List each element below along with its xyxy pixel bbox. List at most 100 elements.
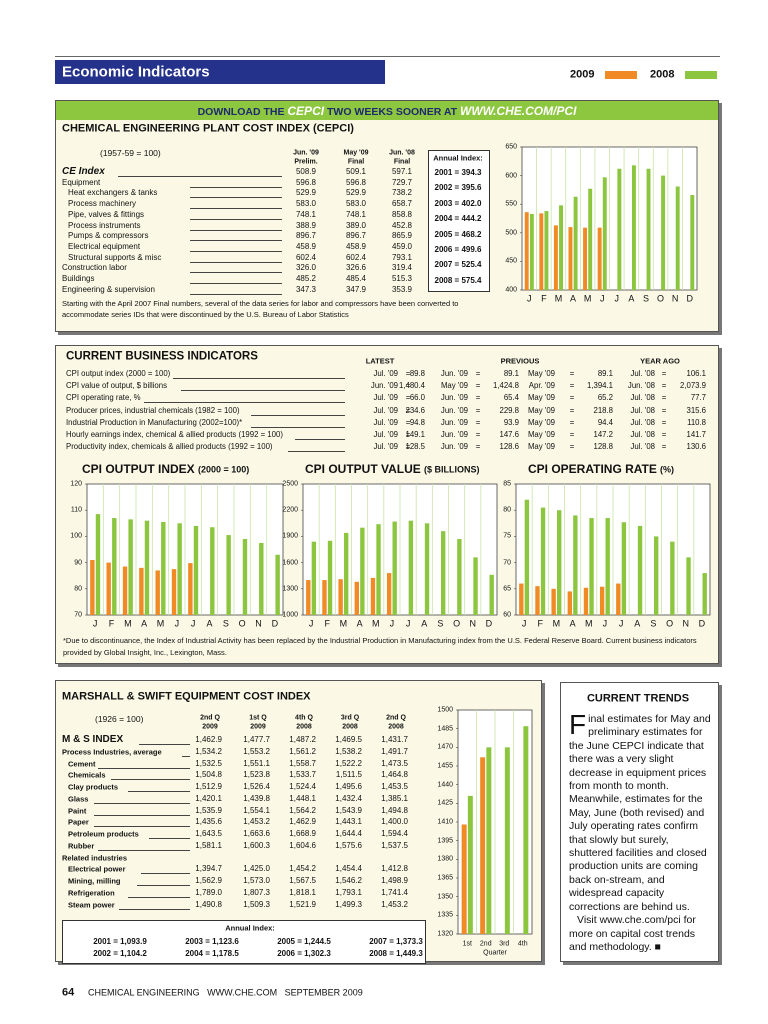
bar	[139, 567, 144, 615]
leader-line	[190, 197, 282, 199]
cell: 1,439.8	[243, 793, 270, 803]
bar	[467, 795, 473, 934]
leader-line	[251, 414, 345, 416]
annual-title: Annual Index:	[433, 153, 483, 163]
bar	[654, 536, 659, 615]
bar	[573, 196, 578, 290]
cell: 602.4	[295, 252, 317, 262]
y-tick-label: 70	[503, 559, 511, 567]
cell: 1,537.5	[381, 840, 408, 850]
cell: 858.8	[391, 209, 413, 219]
y-tick-label: 90	[74, 559, 82, 567]
cell-date: May '09	[527, 417, 555, 427]
row-label: Rubber	[68, 841, 95, 850]
y-tick-label: 2200	[282, 506, 298, 514]
column-header: Jun. '09	[293, 149, 319, 157]
cell-value: 229.8	[499, 405, 519, 415]
cell: 1,523.8	[243, 770, 270, 780]
cell-date: Jun. '08	[627, 381, 655, 391]
trends-title: CURRENT TRENDS	[586, 692, 690, 705]
cell: 1,522.2	[335, 758, 362, 768]
y-tick-label: 65	[503, 585, 511, 593]
banner-part[interactable]: WWW.CHE.COM/PCI	[460, 104, 577, 118]
column-header: Final	[347, 158, 365, 166]
cell-date: Jul. '08	[630, 417, 655, 427]
cell: 458.9	[345, 241, 367, 251]
leader-line	[190, 250, 282, 252]
row-label: Pumps & compressors	[68, 231, 149, 241]
cell: 459.0	[391, 241, 413, 251]
cell: 1,567.5	[289, 876, 316, 885]
cell: 1,454.4	[335, 864, 362, 874]
equals: =	[405, 405, 411, 415]
x-tick-label: A	[634, 618, 641, 629]
leader-line	[97, 849, 190, 851]
bar	[599, 586, 605, 615]
leader-line	[149, 838, 190, 839]
bar	[540, 507, 546, 615]
banner	[56, 101, 718, 120]
cell: 452.8	[391, 220, 413, 230]
annual-entry: 2004 = 444.2	[434, 214, 482, 224]
cell: 1,490.8	[195, 899, 222, 909]
cell: 1,564.2	[289, 805, 316, 815]
bar	[344, 532, 349, 615]
leader-line	[190, 218, 282, 220]
leader-line	[93, 814, 190, 816]
row-label: Engineering & supervision	[62, 284, 155, 294]
cell-value: 66.0	[409, 393, 425, 403]
leader-line	[190, 293, 282, 295]
x-tick-label: J	[602, 618, 608, 629]
equals: =	[661, 430, 667, 440]
banner-part: CEPCI	[287, 104, 325, 118]
row-label: Paint	[68, 805, 87, 815]
leader-line	[295, 439, 345, 440]
bar	[311, 541, 317, 615]
row-label: Process machinery	[68, 199, 137, 209]
y-tick-label: 1395	[437, 837, 453, 845]
bar	[670, 541, 675, 615]
bar	[441, 531, 446, 615]
cell: 1,448.1	[289, 793, 316, 803]
legend-swatch	[685, 71, 717, 79]
bar	[535, 586, 540, 615]
x-tick-label: O	[238, 618, 246, 629]
cell: 319.4	[391, 263, 413, 273]
leader-line	[288, 451, 345, 453]
column-header: LATEST	[365, 356, 395, 366]
x-tick-label: O	[666, 618, 674, 629]
column-header: Prelim.	[294, 158, 318, 166]
bar	[338, 579, 343, 615]
x-tick-label: S	[222, 618, 229, 629]
chart-title: CPI OPERATING RATE	[528, 462, 657, 476]
cell-value: 77.7	[690, 393, 706, 403]
cell: 1,498.9	[381, 876, 408, 885]
y-tick-label: 60	[503, 611, 511, 619]
y-tick-label: 550	[505, 200, 517, 208]
cell: 1,453.2	[381, 899, 408, 909]
cell-value: 1,424.8	[492, 381, 519, 391]
x-tick-label: J	[190, 618, 196, 629]
cell: 1,546.2	[335, 876, 362, 885]
y-tick-label: 1470	[437, 743, 453, 751]
section-title: Economic Indicators	[62, 63, 210, 81]
top-rule	[55, 56, 720, 57]
leader-line	[97, 767, 190, 769]
cell: 529.9	[345, 188, 367, 198]
cell: 353.9	[391, 284, 413, 294]
row-label: Industrial Production in Manufacturing (…	[66, 417, 243, 427]
y-tick-label: 1410	[437, 818, 453, 826]
cell: 1,499.3	[335, 899, 362, 909]
column-header: 2009	[202, 723, 218, 731]
bar	[144, 520, 150, 615]
leader-line	[173, 378, 345, 379]
cell: 1,509.3	[243, 899, 270, 909]
business-footnote: *Due to discontinuance, the Index of Ind…	[63, 636, 697, 657]
cell: 1,435.6	[195, 817, 222, 827]
leader-line	[93, 802, 190, 804]
row-label: Paper	[68, 817, 89, 827]
y-tick-label: 1380	[437, 855, 453, 863]
y-tick-label: 1300	[282, 585, 298, 593]
cell: 1,643.5	[195, 829, 222, 838]
cell: 389.0	[345, 220, 367, 230]
